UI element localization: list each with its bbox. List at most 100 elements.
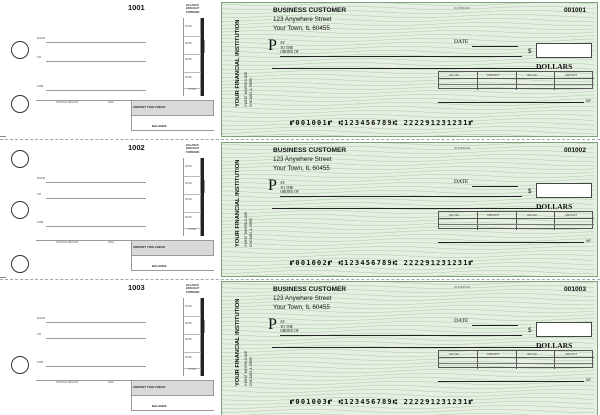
amount-words-line[interactable] (272, 68, 542, 69)
date-label: DATE (454, 179, 469, 185)
check-stub: 1002 BALANCE BROUGHT FORWARD DATE TO FOR… (36, 140, 214, 278)
stub-to-line (46, 61, 146, 62)
micr-line: ⑈001003⑈ ⑆123456789⑆ 222291231231⑈ (290, 398, 475, 406)
date-line[interactable] (472, 186, 518, 187)
payee-line[interactable] (280, 56, 522, 57)
wave-line (222, 26, 595, 30)
fractional-routing: 00-6789/1234 (454, 7, 471, 10)
pay-text-1: AY (280, 41, 286, 45)
wave-line (222, 333, 595, 337)
pay-text-1: AY (280, 320, 286, 324)
wave-line (222, 90, 595, 94)
stub-to-label: TO (37, 192, 42, 196)
payee-line[interactable] (280, 335, 522, 336)
amount-header: AMOUNT (487, 352, 500, 356)
wave-line (222, 102, 594, 106)
date-line[interactable] (472, 325, 518, 326)
wave-line (222, 266, 595, 270)
customer-address: 123 Anywhere Street (273, 156, 332, 163)
stub-date-label: DATE (37, 176, 45, 180)
wave-line (222, 373, 595, 377)
wave-line (222, 122, 595, 126)
pay-initial: P (268, 316, 277, 333)
balance-line (131, 130, 214, 131)
bank-block: YOUR FINANCIAL INSTITUTION 3 WEST MAYFIE… (232, 286, 262, 387)
binder-ring (11, 95, 29, 113)
signature-line[interactable] (438, 242, 584, 243)
payee-line[interactable] (280, 196, 522, 197)
wave-line (222, 146, 595, 150)
inv-no-header: INV NO (527, 352, 537, 356)
table-row-line (439, 363, 594, 364)
micr-line: ⑈001001⑈ ⑆123456789⑆ 222291231231⑈ (290, 119, 475, 127)
amount-words-line[interactable] (272, 347, 542, 348)
wave-line (222, 214, 594, 218)
deposits-bar (201, 18, 204, 96)
stub-for-label: FOR (37, 360, 44, 364)
date-line[interactable] (472, 46, 518, 47)
customer-address: 123 Anywhere Street (273, 16, 332, 23)
bank-block: YOUR FINANCIAL INSTITUTION 3 WEST MAYFIE… (232, 147, 262, 248)
wave-line (222, 270, 594, 274)
stub-date-label: DATE (37, 316, 45, 320)
check: YOUR FINANCIAL INSTITUTION 3 WEST MAYFIE… (221, 2, 598, 137)
wave-line (222, 50, 595, 54)
wave-line (222, 182, 595, 186)
fractional-routing: 00-6789/1234 (454, 286, 471, 289)
deposit-row (184, 176, 202, 177)
balance-label: BALANCE (152, 404, 167, 408)
amount-field[interactable] (536, 322, 592, 337)
wave-line (222, 317, 595, 321)
signature-line[interactable] (438, 102, 584, 103)
wave-line (222, 289, 595, 293)
wave-line (222, 38, 595, 42)
wave-line (222, 126, 595, 130)
deposit-row (184, 36, 202, 37)
stub-for-line (46, 90, 146, 91)
signature-line[interactable] (438, 381, 584, 382)
wave-line (222, 18, 595, 22)
amount-field[interactable] (536, 183, 592, 198)
balance-label: BALANCE (152, 124, 167, 128)
pay-text-3: ORDER OF (280, 190, 299, 194)
amount-this-check-box (131, 100, 214, 116)
amount-field[interactable] (536, 43, 592, 58)
balance-line (131, 270, 214, 271)
customer-name: BUSINESS CUSTOMER (273, 147, 347, 154)
customer-name: BUSINESS CUSTOMER (273, 286, 347, 293)
wave-line (222, 174, 595, 178)
deposit-date-label: DATE (185, 25, 192, 28)
inv-no-header: INV NO (449, 73, 459, 77)
amount-this-check-box (131, 240, 214, 256)
wave-line (222, 405, 595, 409)
table-divider (516, 212, 517, 230)
check-stub: 1001 BALANCE BROUGHT FORWARD DATE TO FOR… (36, 0, 214, 138)
dollar-sign: $ (528, 48, 532, 55)
binder-ring (11, 356, 29, 374)
bank-block: YOUR FINANCIAL INSTITUTION 3 WEST MAYFIE… (232, 7, 262, 108)
wave-line (222, 238, 595, 242)
deposit-date-label: DATE (185, 42, 192, 45)
customer-name: BUSINESS CUSTOMER (273, 7, 347, 14)
wave-line (222, 293, 595, 297)
check: YOUR FINANCIAL INSTITUTION 3 WEST MAYFIE… (221, 142, 598, 277)
wave-line (222, 262, 595, 266)
deposit-date-label: DATE (185, 356, 192, 359)
table-divider (477, 351, 478, 369)
wave-line (222, 341, 595, 345)
wave-line (222, 349, 595, 353)
binder-ring (11, 201, 29, 219)
stub-date-line (46, 182, 146, 183)
invoice-table: INV NO AMOUNT INV NO AMOUNT (438, 350, 594, 369)
wave-line (222, 30, 595, 34)
wave-line (222, 393, 595, 397)
deposit-row (184, 88, 202, 89)
check-body: YOUR FINANCIAL INSTITUTION 3 WEST MAYFIE… (222, 3, 597, 136)
deposit-date-label: DATE (185, 322, 192, 325)
amount-words-line[interactable] (272, 208, 542, 209)
deposits-column: DATE DATE DATE DATE (183, 18, 202, 96)
pay-text-2: TO THE (280, 185, 294, 190)
wave-line (222, 106, 595, 110)
invoice-table: INV NO AMOUNT INV NO AMOUNT (438, 211, 594, 230)
